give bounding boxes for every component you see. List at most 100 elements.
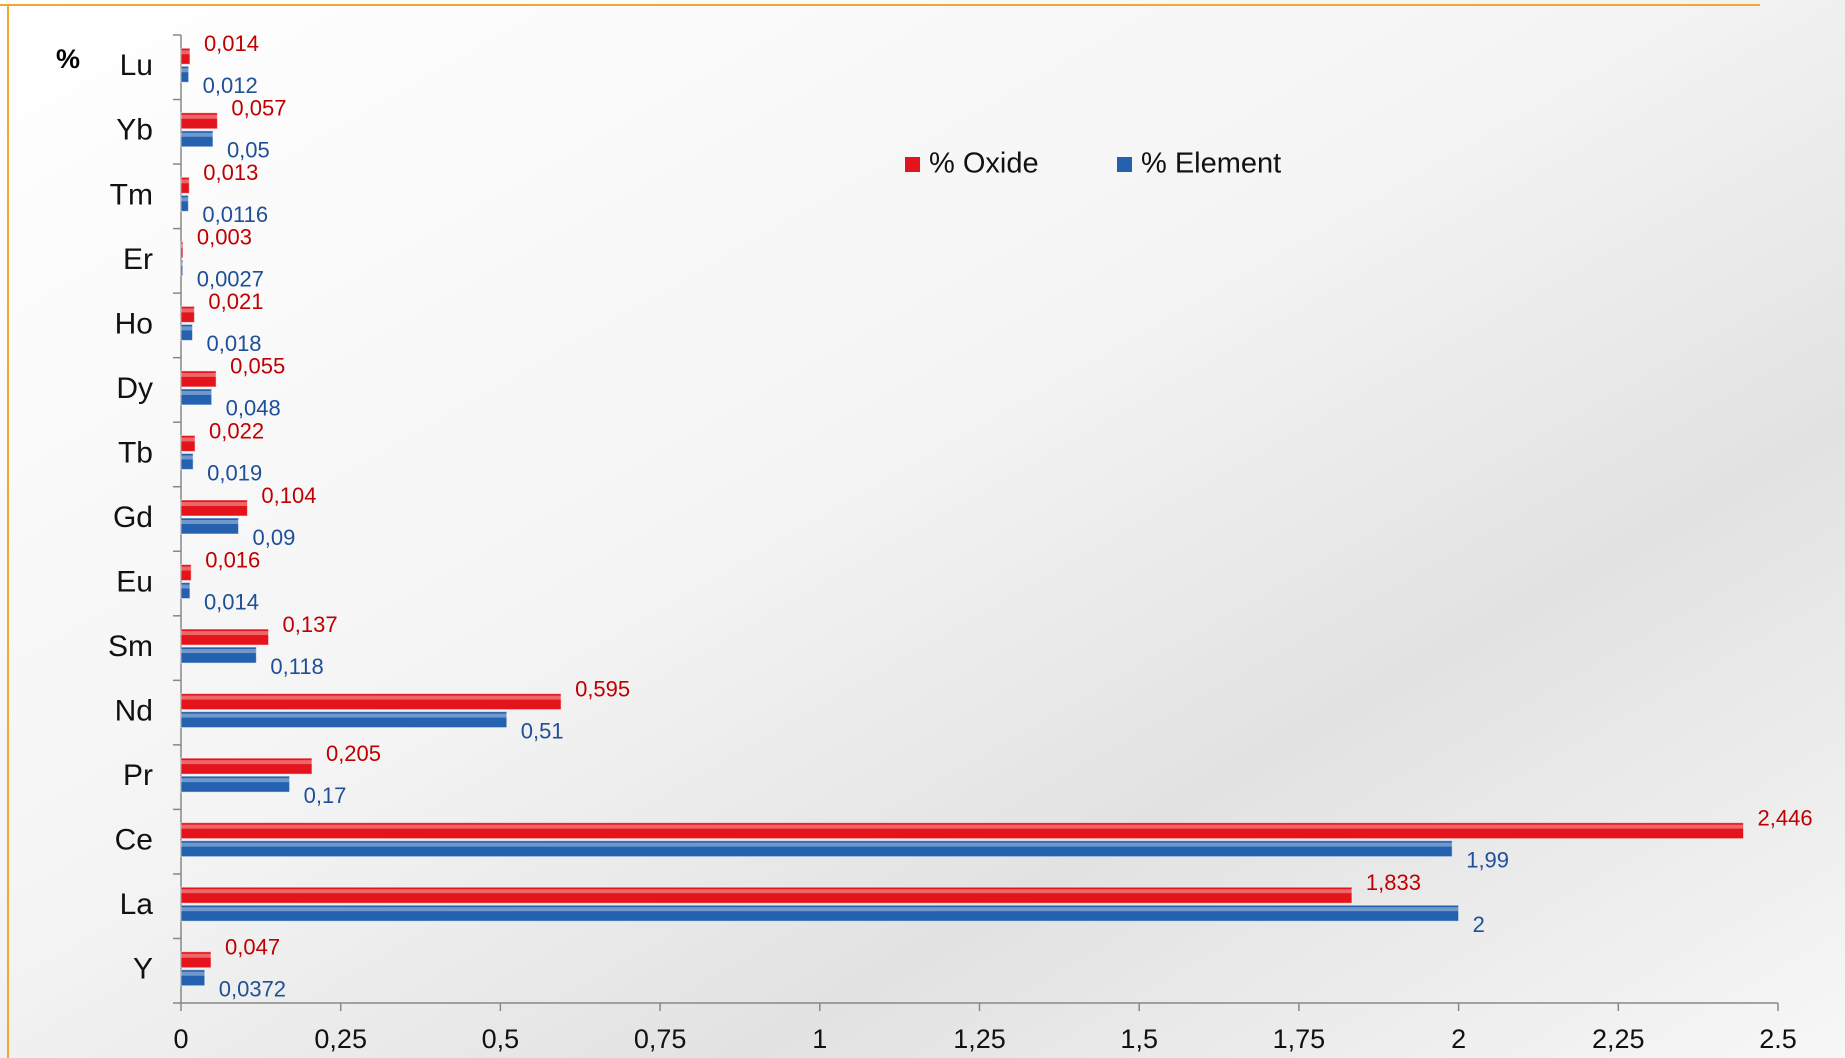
value-label: 2,446 [1758,805,1813,830]
category-label: Gd [113,501,153,534]
bar-highlight [181,50,190,55]
bar-highlight [181,695,562,700]
bar-highlight [181,584,190,589]
bar [180,822,1745,840]
category-label: Y [133,953,153,986]
bar [180,323,193,341]
value-label: 0,0372 [219,977,286,1002]
category-label: Ho [115,307,153,340]
bar-highlight [181,455,194,460]
bar [180,646,257,664]
value-label: 0,013 [203,160,258,185]
bar-highlight [181,520,239,524]
value-label: 0,137 [283,612,338,637]
bar-highlight [181,68,189,73]
bar [180,305,195,323]
category-label: Yb [116,114,153,147]
bar-highlight [181,308,195,313]
bar [180,564,192,582]
bar-highlight [181,713,507,718]
x-tick-label: 1,75 [1273,1024,1326,1054]
bar-highlight [181,179,190,184]
value-label: 0,016 [205,547,260,572]
legend-label: % Element [1141,148,1281,180]
value-label: 0,05 [227,138,270,163]
value-label: 0,0116 [202,202,268,227]
bar-highlight [181,197,189,202]
bar-highlight [181,132,213,137]
x-tick-label: 1,25 [953,1024,1006,1054]
bar-highlight [181,631,269,636]
bar [180,176,190,194]
bar [180,840,1453,858]
x-tick-label: 0,5 [482,1024,520,1054]
bar [180,886,1353,904]
bar [180,775,291,793]
bar-highlight [181,824,1744,829]
bar-highlight [181,842,1453,847]
category-label: Sm [108,630,153,663]
bar [180,628,270,646]
value-label: 0,118 [270,654,323,679]
bar-highlight [181,566,192,571]
category-label: La [120,888,154,921]
bar-highlight [181,502,248,506]
bar [180,112,218,130]
value-label: 0,048 [226,396,281,421]
value-label: 0,09 [252,525,295,550]
x-tick-label: 2.5 [1759,1024,1797,1054]
value-label: 0,055 [230,354,285,379]
value-label: 0,0027 [197,267,264,292]
value-label: 1,833 [1366,870,1421,895]
category-label: Tb [118,436,153,469]
value-label: 0,104 [261,483,316,508]
bar [180,969,206,987]
bar-highlight [181,372,217,377]
category-label: Ce [115,824,153,857]
bar [180,65,190,83]
bar [180,499,248,517]
value-label: 0,018 [206,331,261,356]
value-label: 0,51 [521,718,564,743]
bar-highlight [181,326,193,331]
x-tick-label: 2 [1451,1024,1466,1054]
bar-highlight [181,437,196,442]
x-tick-label: 1 [812,1024,827,1054]
bar-highlight [181,114,218,119]
value-label: 0,014 [204,31,259,56]
x-tick-label: 1,5 [1120,1024,1158,1054]
bar [180,693,562,711]
category-label: Lu [120,49,153,82]
bar [180,434,196,452]
value-label: 0,012 [203,73,258,98]
value-label: 2 [1473,912,1485,937]
value-label: 0,595 [575,676,630,701]
bar [180,517,239,535]
value-label: 0,014 [204,589,259,614]
value-label: 0,047 [225,935,280,960]
value-label: 0,019 [207,460,262,485]
category-label: Nd [115,695,153,728]
bar-highlight [181,390,212,395]
bar [180,194,189,212]
bar [180,904,1460,922]
bar-highlight [181,760,312,765]
x-tick-label: 0,25 [314,1024,367,1054]
bar [180,452,194,470]
bar [180,757,313,775]
category-label: Tm [110,178,153,211]
bar [180,951,212,969]
value-label: 1,99 [1466,847,1509,872]
value-label: 0,057 [231,96,286,121]
category-label: Dy [116,372,153,405]
value-label: 0,021 [208,289,263,314]
value-label: 0,022 [209,418,264,443]
legend-marker [905,157,920,172]
bar-highlight [181,778,290,783]
legend-label: % Oxide [929,148,1039,180]
bar [180,370,217,388]
bar [180,388,213,406]
legend-marker [1117,157,1132,172]
